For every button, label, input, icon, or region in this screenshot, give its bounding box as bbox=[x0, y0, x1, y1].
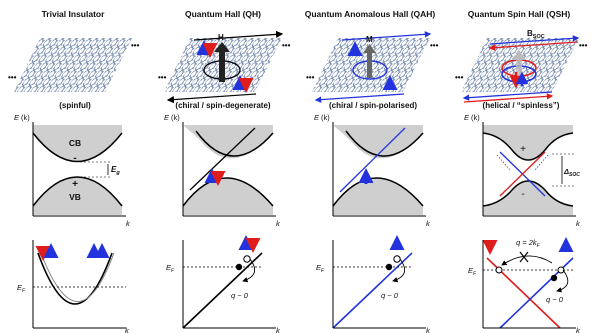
plus-sign: + bbox=[72, 179, 78, 190]
qsh-plus-sign: + bbox=[520, 144, 526, 155]
subtitle-qsh: (helical / “spinless”) bbox=[483, 101, 560, 110]
dispersion-panel-qah bbox=[332, 235, 426, 329]
dispersion-line bbox=[182, 252, 263, 329]
ellipsis-left-qah: ••• bbox=[306, 73, 315, 82]
band-panel-trivial bbox=[32, 122, 126, 217]
title-qsh: Quantum Spin Hall (QSH) bbox=[468, 9, 571, 19]
band-panel-qah bbox=[332, 122, 426, 217]
title-qh: Quantum Hall (QH) bbox=[185, 9, 261, 19]
lattice-sheet-trivial bbox=[14, 38, 132, 92]
lattice-sheet-qah bbox=[312, 31, 432, 103]
k-axis-label: k bbox=[576, 326, 581, 333]
band-panel-qh bbox=[182, 122, 276, 217]
ellipsis-right-qh: ••• bbox=[282, 41, 291, 50]
q2kf-label: q = 2kF bbox=[516, 238, 541, 249]
state-filled bbox=[385, 263, 393, 271]
edge-arrow-bottom-red bbox=[463, 93, 554, 103]
ellipsis-right-trivial: ••• bbox=[131, 41, 140, 50]
ellipsis-left-qh: ••• bbox=[158, 73, 167, 82]
edge-arrow-bottom-blue bbox=[462, 91, 553, 101]
soc-label: BSOC bbox=[527, 29, 545, 40]
state-filled bbox=[550, 274, 558, 282]
edge-arrow-top bbox=[193, 30, 284, 41]
field-label-h: H bbox=[218, 33, 224, 42]
minus-sign: - bbox=[73, 153, 76, 164]
backscatter-arrow bbox=[501, 255, 553, 266]
scatter-arrow bbox=[556, 269, 569, 293]
k-axis-label: k bbox=[125, 326, 130, 333]
dispersion-panel-trivial bbox=[32, 240, 126, 329]
subtitle-qah: (chiral / spin-polarised) bbox=[329, 101, 417, 110]
energy-axis-label: E (k) bbox=[464, 113, 480, 122]
scatter-arrow bbox=[242, 258, 256, 283]
fermi-label: EF bbox=[316, 263, 325, 274]
ellipsis-right-qah: ••• bbox=[430, 41, 439, 50]
scatter-arrow bbox=[392, 258, 406, 283]
qsh-minus-sign: - bbox=[521, 189, 524, 200]
delta-soc-label: ΔSOC bbox=[563, 167, 580, 178]
energy-axis-label: E (k) bbox=[14, 113, 30, 122]
subtitle-qh: (chiral / spin-degenerate) bbox=[175, 101, 270, 110]
k-axis-label: k bbox=[576, 219, 581, 228]
field-arrow-h bbox=[219, 52, 225, 82]
dispersion-line bbox=[332, 252, 413, 329]
cb-label: CB bbox=[69, 138, 81, 148]
edge-arrow-top-red bbox=[488, 41, 579, 51]
k-axis-label: k bbox=[426, 219, 431, 228]
forbidden-cross-icon bbox=[519, 251, 529, 263]
lattice-sheet-qsh bbox=[461, 35, 580, 103]
energy-axis-label: E (k) bbox=[314, 113, 330, 122]
edge-arrow-top bbox=[341, 31, 432, 41]
dispersion-panel-qh bbox=[182, 235, 276, 329]
k-axis-label: k bbox=[276, 326, 281, 333]
fermi-label: EF bbox=[166, 263, 175, 274]
edge-arrow-bottom bbox=[166, 93, 257, 104]
ellipsis-left-qsh: ••• bbox=[455, 73, 464, 82]
dispersion-panel-qsh bbox=[482, 237, 576, 329]
edge-arrow-top-blue bbox=[489, 35, 580, 45]
field-label-m: M bbox=[366, 35, 373, 44]
state-empty bbox=[495, 266, 503, 274]
q-approx-label: q ~ 0 bbox=[231, 291, 249, 300]
k-axis-label: k bbox=[276, 219, 281, 228]
fermi-label: EF bbox=[468, 266, 477, 277]
edge-arrow-bottom bbox=[314, 93, 405, 103]
lattice-sheet-qh bbox=[164, 30, 284, 104]
title-qah: Quantum Anomalous Hall (QAH) bbox=[305, 9, 436, 19]
energy-axis-label: E (k) bbox=[164, 113, 180, 122]
fermi-label: EF bbox=[17, 283, 26, 294]
subtitle-trivial: (spinful) bbox=[59, 101, 91, 110]
edge-state-line bbox=[189, 127, 256, 191]
ellipsis-right-qsh: ••• bbox=[579, 41, 588, 50]
ellipsis-left-trivial: ••• bbox=[8, 73, 17, 82]
band-panel-qsh bbox=[482, 122, 576, 217]
field-arrow-m bbox=[367, 52, 372, 78]
state-empty bbox=[243, 255, 251, 263]
q-approx-label: q ~ 0 bbox=[381, 291, 399, 300]
edge-state-line bbox=[339, 127, 406, 193]
gap-label: Eg bbox=[111, 165, 120, 176]
state-empty bbox=[557, 266, 565, 274]
q-approx-label: q ~ 0 bbox=[546, 295, 564, 304]
k-axis-label: k bbox=[126, 219, 131, 228]
title-trivial: Trivial Insulator bbox=[42, 9, 106, 19]
state-filled bbox=[235, 263, 243, 271]
vb-label: VB bbox=[69, 192, 81, 202]
state-empty bbox=[393, 255, 401, 263]
k-axis-label: k bbox=[426, 326, 431, 333]
edge-state-red bbox=[499, 151, 546, 197]
